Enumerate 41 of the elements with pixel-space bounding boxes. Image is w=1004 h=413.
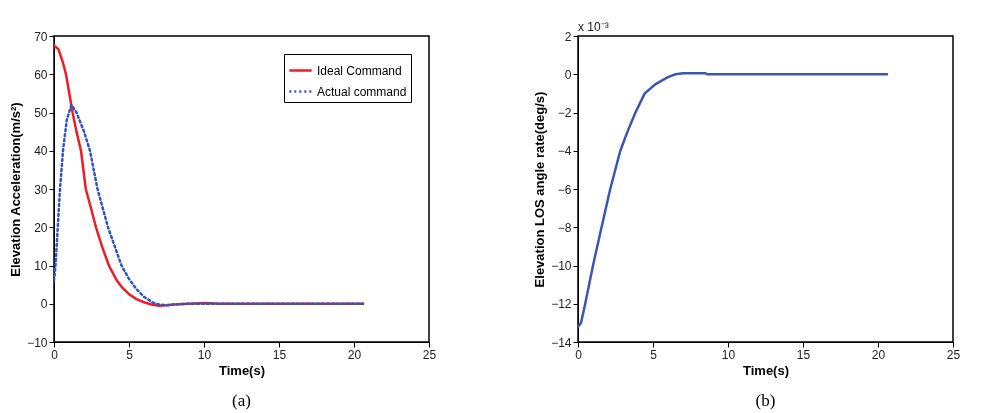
x-tick-label: 0 xyxy=(575,347,583,362)
text: x 10⁻³ xyxy=(578,20,609,34)
y-axis-title: Elevation LOS angle rate(deg/s) xyxy=(532,91,548,288)
y-tick-label: −14 xyxy=(551,335,572,350)
x-tick-label: 10 xyxy=(721,347,736,362)
y-tick-label: 70 xyxy=(34,29,48,44)
y-tick-label: −8 xyxy=(557,220,572,235)
x-tick-label: 0 xyxy=(51,347,59,362)
y-tick-label: 30 xyxy=(34,182,48,197)
y-tick-label: −10 xyxy=(27,335,48,350)
y-tick-label: 0 xyxy=(40,297,48,312)
y-tick-label: 60 xyxy=(34,67,48,82)
y-tick-label: 20 xyxy=(34,220,48,235)
x-tick-label: 15 xyxy=(796,347,811,362)
y-tick-label: −6 xyxy=(557,182,572,197)
x-tick-label: 5 xyxy=(650,347,658,362)
y-tick-label: 0 xyxy=(564,67,572,82)
y-tick-label: 40 xyxy=(34,144,48,159)
y-tick-label: −2 xyxy=(557,106,572,120)
y-tick-label: −4 xyxy=(557,144,572,159)
text: (b) xyxy=(755,391,776,410)
x-tick-label: 25 xyxy=(946,347,961,362)
x-tick-label: 20 xyxy=(871,347,886,362)
x-tick-label: 10 xyxy=(197,347,212,362)
text: (a) xyxy=(232,391,251,410)
line-series xyxy=(578,72,889,328)
y-tick-label: 50 xyxy=(34,106,48,120)
y-tick-label: 10 xyxy=(34,259,48,273)
x-tick-label: 15 xyxy=(272,347,287,362)
x-axis-title: Time(s) xyxy=(219,362,265,378)
y-tick-label: 2 xyxy=(564,29,572,44)
y-axis-title: Elevation Acceleration(m/s²) xyxy=(8,102,24,277)
y-tick-label: −12 xyxy=(551,297,572,312)
x-axis-title: Time(s) xyxy=(743,362,789,378)
line-series xyxy=(54,103,365,307)
x-tick-label: 20 xyxy=(347,347,362,362)
x-tick-label: 25 xyxy=(422,347,437,362)
y-tick-label: −10 xyxy=(551,259,572,273)
x-tick-label: 5 xyxy=(126,347,134,362)
legend-label: Ideal Command xyxy=(317,63,402,78)
legend-label: Actual command xyxy=(317,84,407,99)
